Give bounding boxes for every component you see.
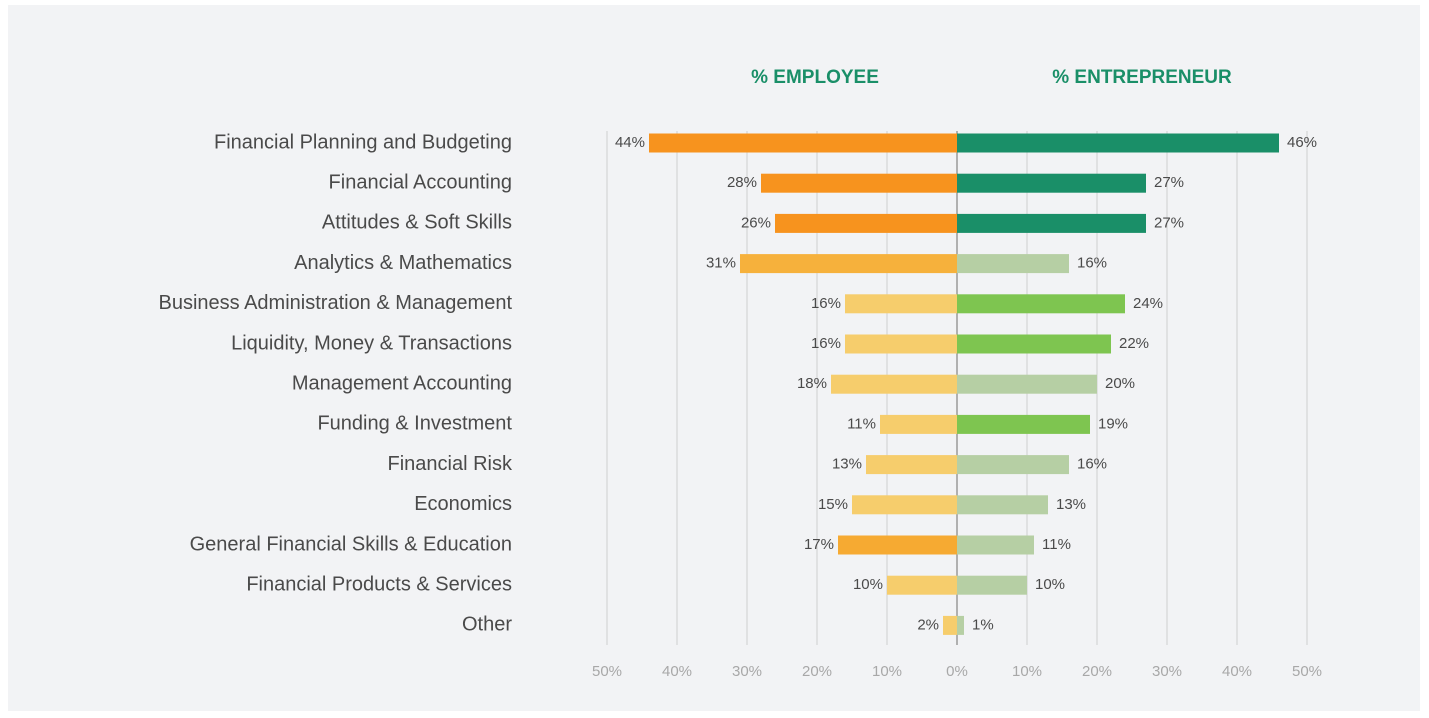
category-label: Management Accounting [292,372,512,394]
value-label: 16% [811,335,841,352]
series-header: % ENTREPRENEUR [1052,67,1232,88]
category-label: Analytics & Mathematics [294,252,512,274]
value-label: 19% [1098,415,1128,432]
bar [866,455,957,475]
value-label: 13% [832,456,862,473]
x-tick-label: 40% [1222,663,1252,680]
bar [880,414,957,434]
value-label: 16% [811,295,841,312]
value-label: 17% [804,536,834,553]
category-label: Financial Risk [388,453,513,475]
value-label: 24% [1133,295,1163,312]
x-tick-label: 10% [1012,663,1042,680]
x-tick-label: 20% [1082,663,1112,680]
bar [740,254,957,274]
value-label: 13% [1056,496,1086,513]
value-label: 15% [818,496,848,513]
x-tick-label: 10% [872,663,902,680]
bar [649,133,957,153]
value-label: 16% [1077,255,1107,272]
value-label: 1% [972,616,994,633]
bar [838,535,957,555]
x-tick-label: 50% [592,663,622,680]
x-tick-label: 30% [1152,663,1182,680]
bar [845,294,957,314]
category-label: Financial Planning and Budgeting [214,131,512,153]
bar [852,495,957,515]
bar [775,213,957,233]
category-label: Attitudes & Soft Skills [322,212,512,234]
bar [957,455,1069,475]
bar [761,173,957,193]
category-label: Liquidity, Money & Transactions [231,332,512,354]
category-label: Business Administration & Management [158,292,512,314]
value-label: 10% [853,576,883,593]
value-label: 27% [1154,214,1184,231]
x-tick-label: 30% [732,663,762,680]
x-tick-label: 50% [1292,663,1322,680]
bar [957,535,1034,555]
value-label: 44% [615,134,645,151]
value-label: 20% [1105,375,1135,392]
category-label: Financial Accounting [329,171,512,193]
bar [957,495,1048,515]
panel [8,5,1420,711]
bar [957,414,1090,434]
x-tick-label: 40% [662,663,692,680]
bar [887,575,957,595]
category-label: Other [462,614,512,636]
value-label: 11% [847,415,876,432]
x-tick-label: 20% [802,663,832,680]
bar [845,334,957,354]
value-label: 27% [1154,174,1184,191]
value-label: 46% [1287,134,1317,151]
x-tick-label: 0% [946,663,968,680]
bar [831,374,957,394]
category-label: Economics [414,493,512,515]
value-label: 16% [1077,456,1107,473]
bar [957,294,1125,314]
category-label: Funding & Investment [317,413,512,435]
value-label: 22% [1119,335,1149,352]
bar [943,615,957,635]
bar [957,575,1027,595]
category-label: Financial Products & Services [246,573,512,595]
bar [957,133,1279,153]
bar [957,334,1111,354]
value-label: 31% [706,255,736,272]
bar [957,374,1097,394]
category-label: General Financial Skills & Education [190,533,512,555]
series-header: % EMPLOYEE [751,67,879,88]
value-label: 18% [797,375,827,392]
bar [957,173,1146,193]
value-label: 2% [917,616,939,633]
value-label: 10% [1035,576,1065,593]
bar [957,254,1069,274]
value-label: 11% [1042,536,1071,553]
bar [957,615,964,635]
value-label: 26% [741,214,771,231]
bar [957,213,1146,233]
value-label: 28% [727,174,757,191]
